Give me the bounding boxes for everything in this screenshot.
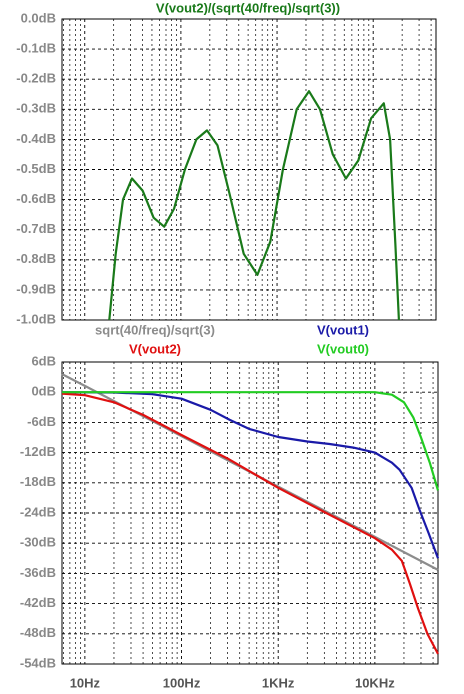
series-line [62,391,440,491]
y-tick-label: 6dB [31,353,56,368]
y-tick-label: -0.6dB [16,191,56,206]
y-tick-label: -0.8dB [16,251,56,266]
legend-label: V(vout1) [317,322,369,337]
y-tick-label: -48dB [20,625,56,640]
legend-label: V(vout2) [129,341,181,356]
y-tick-label: -30dB [20,535,56,550]
legend-label: V(vout0) [317,341,369,356]
y-tick-label: -18dB [20,474,56,489]
y-tick-label: -0.7dB [16,221,56,236]
y-tick-label: -0.9dB [16,281,56,296]
y-tick-label: -12dB [20,444,56,459]
series-line [108,90,400,321]
y-tick-label: -36dB [20,565,56,580]
x-tick-label: 10KHz [355,675,395,690]
y-tick-label: -42dB [20,595,56,610]
y-tick-label: -0.5dB [16,161,56,176]
y-tick-label: -6dB [27,414,56,429]
y-tick-label: 0dB [31,384,56,399]
x-tick-label: 10Hz [70,675,101,690]
y-tick-label: -1.0dB [16,311,56,326]
y-tick-label: -0.4dB [16,131,56,146]
y-tick-label: -0.2dB [16,71,56,86]
y-tick-label: -54dB [20,655,56,670]
x-tick-label: 100Hz [163,675,201,690]
y-tick-label: -0.1dB [16,41,56,56]
legend-label: sqrt(40/freq)/sqrt(3) [95,322,215,337]
chart-title: V(vout2)/(sqrt(40/freq)/sqrt(3)) [156,0,340,15]
y-tick-label: -24dB [20,504,56,519]
x-tick-label: 1KHz [262,675,295,690]
series-line [61,391,440,559]
y-tick-label: -0.3dB [16,101,56,116]
series-line [61,392,439,655]
y-tick-label: 0.0dB [21,10,56,25]
series-line [61,373,439,571]
